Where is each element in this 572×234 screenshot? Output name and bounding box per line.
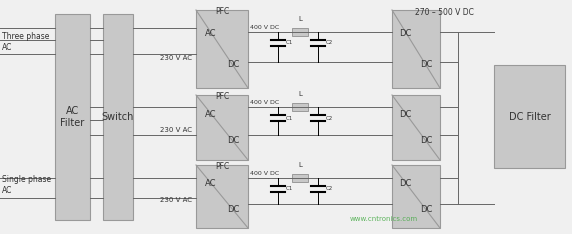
Bar xyxy=(103,14,133,220)
Text: DC: DC xyxy=(227,136,240,145)
Bar xyxy=(196,95,248,160)
Text: L: L xyxy=(298,91,302,97)
Text: AC: AC xyxy=(205,179,216,188)
Text: DC: DC xyxy=(399,179,412,188)
Text: DC: DC xyxy=(227,60,240,69)
Text: 270 – 500 V DC: 270 – 500 V DC xyxy=(415,8,474,17)
Text: DC Filter: DC Filter xyxy=(509,111,550,121)
Text: AC: AC xyxy=(205,29,216,38)
Bar xyxy=(196,10,248,88)
Text: PFC: PFC xyxy=(215,162,229,171)
Text: PFC: PFC xyxy=(215,7,229,16)
Text: www.cntronics.com: www.cntronics.com xyxy=(350,216,418,222)
Text: C1: C1 xyxy=(286,40,293,45)
Text: Switch: Switch xyxy=(102,112,134,122)
Text: C1: C1 xyxy=(286,186,293,191)
Text: AC
Filter: AC Filter xyxy=(61,106,85,128)
Bar xyxy=(292,103,308,111)
Text: 400 V DC: 400 V DC xyxy=(250,171,279,176)
Text: C2: C2 xyxy=(326,116,333,121)
Bar xyxy=(196,165,248,228)
Text: 400 V DC: 400 V DC xyxy=(250,25,279,30)
Bar xyxy=(392,95,440,160)
Text: C2: C2 xyxy=(326,186,333,191)
Text: L: L xyxy=(298,16,302,22)
Text: C2: C2 xyxy=(326,40,333,45)
Bar xyxy=(55,14,90,220)
Bar xyxy=(392,10,440,88)
Bar xyxy=(292,174,308,182)
Text: 230 V AC: 230 V AC xyxy=(160,197,192,203)
Text: 230 V AC: 230 V AC xyxy=(160,127,192,133)
Text: DC: DC xyxy=(420,60,433,69)
Text: 400 V DC: 400 V DC xyxy=(250,100,279,105)
Text: DC: DC xyxy=(399,29,412,38)
Text: C1: C1 xyxy=(286,116,293,121)
Bar xyxy=(292,28,308,36)
Text: DC: DC xyxy=(399,110,412,119)
Text: DC: DC xyxy=(420,136,433,145)
Bar xyxy=(392,165,440,228)
Text: AC: AC xyxy=(205,110,216,119)
Text: Single phase
AC: Single phase AC xyxy=(2,175,51,195)
Text: Three phase
AC: Three phase AC xyxy=(2,32,49,52)
Text: L: L xyxy=(298,162,302,168)
Text: DC: DC xyxy=(227,205,240,214)
Bar xyxy=(494,65,565,168)
Text: DC: DC xyxy=(420,205,433,214)
Text: PFC: PFC xyxy=(215,92,229,101)
Text: 230 V AC: 230 V AC xyxy=(160,55,192,61)
